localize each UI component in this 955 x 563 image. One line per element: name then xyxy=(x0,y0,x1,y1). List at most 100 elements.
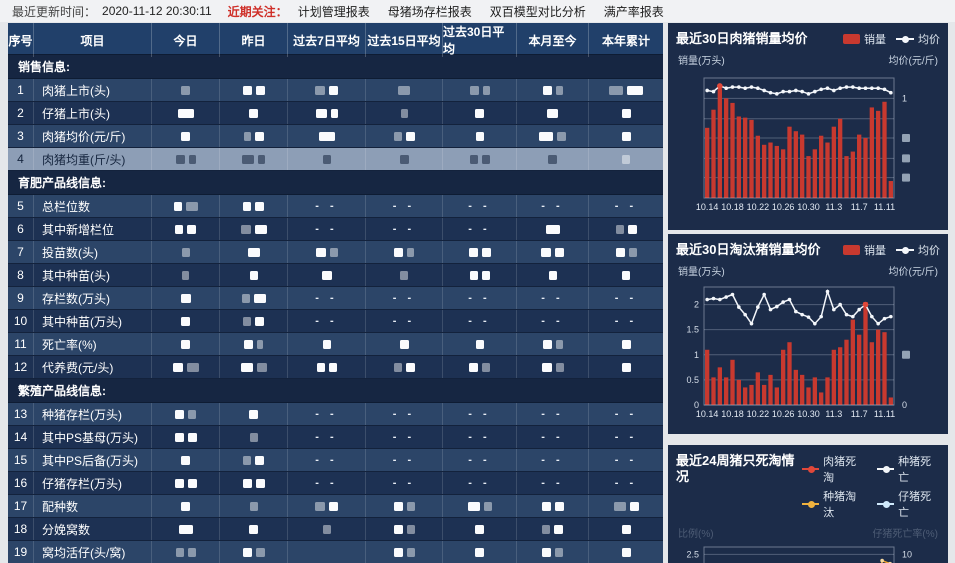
y-axis-right-label: 均价(元/斤) xyxy=(888,56,938,67)
table-row[interactable]: 14 其中PS基母(万头) - - - - - - - - - - xyxy=(8,426,663,449)
data-cell: - - xyxy=(517,195,589,217)
svg-text:11.3: 11.3 xyxy=(825,202,842,212)
legend-item[interactable]: 均价 xyxy=(896,31,940,47)
data-cell xyxy=(589,79,663,101)
table-row[interactable]: 2 仔猪上市(头) xyxy=(8,102,663,125)
empty-value-dash: - - xyxy=(541,477,564,489)
report-link[interactable]: 双百模型对比分析 xyxy=(489,4,586,19)
report-link[interactable]: 母猪场存栏报表 xyxy=(387,4,472,19)
redacted-value-block xyxy=(609,85,623,95)
data-cell xyxy=(517,495,589,517)
table-row[interactable]: 13 种猪存栏(万头) - - - - - - - - - - xyxy=(8,403,663,426)
table-row[interactable]: 16 仔猪存栏(万头) - - - - - - - - - - xyxy=(8,472,663,495)
legend-item[interactable]: 种猪死亡 xyxy=(877,453,940,485)
empty-value-dash: - - xyxy=(315,408,338,420)
redacted-value-block xyxy=(627,224,637,234)
section-row: 育肥产品线信息: xyxy=(8,171,663,195)
data-cell xyxy=(589,495,663,517)
redacted-value-block xyxy=(406,547,415,557)
data-cell: - - xyxy=(288,472,366,494)
redacted-value-block xyxy=(172,362,183,372)
row-label: 分娩窝数 xyxy=(34,518,152,540)
table-row[interactable]: 18 分娩窝数 xyxy=(8,518,663,541)
updated-time-label: 最近更新时间： xyxy=(12,4,97,19)
redacted-value-block xyxy=(399,154,409,164)
table-row[interactable]: 1 肉猪上市(头) xyxy=(8,79,663,102)
table-row[interactable]: 19 窝均活仔(头/窝) xyxy=(8,541,663,563)
redacted-value-block xyxy=(249,524,258,534)
svg-text:2: 2 xyxy=(694,300,699,310)
report-link[interactable]: 满产率报表 xyxy=(603,4,664,19)
redacted-value-block xyxy=(180,293,191,303)
table-row[interactable]: 7 投苗数(头) xyxy=(8,241,663,264)
row-label: 其中新增栏位 xyxy=(34,218,152,240)
empty-value-dash: - - xyxy=(315,454,338,466)
data-cell: - - xyxy=(443,218,517,240)
redacted-value-block xyxy=(188,154,196,164)
redacted-value-block xyxy=(322,524,331,534)
table-row[interactable]: 9 存栏数(万头) - - - - - - - - - - xyxy=(8,287,663,310)
table-row[interactable]: 10 其中种苗(万头) - - - - - - - - - - xyxy=(8,310,663,333)
legend-item[interactable]: 均价 xyxy=(896,242,940,258)
table-row[interactable]: 15 其中PS后备(万头) - - - - - - - - - - xyxy=(8,449,663,472)
report-link[interactable]: 计划管理报表 xyxy=(297,4,370,19)
redacted-value-block xyxy=(187,224,196,234)
column-header: 昨日 xyxy=(220,23,288,57)
empty-value-dash: - - xyxy=(468,431,491,443)
table-row[interactable]: 5 总栏位数 - - - - - - - - - - xyxy=(8,195,663,218)
redacted-value-block xyxy=(555,247,564,257)
data-cell xyxy=(443,333,517,355)
table-row[interactable]: 6 其中新增栏位 - - - - - - xyxy=(8,218,663,241)
row-label: 仔猪上市(头) xyxy=(34,102,152,124)
redacted-value-block xyxy=(255,547,265,557)
svg-text:11.11: 11.11 xyxy=(874,409,895,419)
table-row[interactable]: 8 其中种苗(头) xyxy=(8,264,663,287)
row-number: 17 xyxy=(8,495,34,517)
redacted-value-block xyxy=(539,131,553,141)
legend-item[interactable]: 种猪淘汰 xyxy=(802,488,865,520)
table-row[interactable]: 12 代养费(元/头) xyxy=(8,356,663,379)
topbar: 最近更新时间： 2020-11-12 20:30:11 近期关注： 计划管理报表… xyxy=(0,0,955,22)
y-axis-right-label: 仔猪死亡率(%) xyxy=(872,529,938,540)
empty-value-dash: - - xyxy=(468,223,491,235)
table-row[interactable]: 3 肉猪均价(元/斤) xyxy=(8,125,663,148)
empty-value-dash: - - xyxy=(315,431,338,443)
data-cell xyxy=(220,310,288,332)
chart-legend: 销量 均价 xyxy=(843,242,940,258)
legend-item[interactable]: 销量 xyxy=(843,31,886,47)
redacted-value-block xyxy=(622,154,630,164)
redacted-value-block xyxy=(256,362,267,372)
legend-item[interactable]: 仔猪死亡 xyxy=(877,488,940,520)
legend-item[interactable]: 销量 xyxy=(843,242,886,258)
legend-item[interactable]: 肉猪死淘 xyxy=(802,453,865,485)
data-cell xyxy=(517,102,589,124)
empty-value-dash: - - xyxy=(614,200,638,212)
data-cell xyxy=(152,403,220,425)
redacted-value-block xyxy=(315,247,326,257)
empty-value-dash: - - xyxy=(392,315,416,327)
redacted-value-block xyxy=(627,85,643,95)
row-number: 6 xyxy=(8,218,34,240)
data-cell: - - xyxy=(589,449,663,471)
redacted-value-block xyxy=(254,224,267,234)
row-label: 种猪存栏(万头) xyxy=(34,403,152,425)
legend-line-marker xyxy=(802,465,820,474)
data-cell xyxy=(220,287,288,309)
column-header: 过去15日平均 xyxy=(366,23,443,57)
data-cell: - - xyxy=(366,449,443,471)
table-row[interactable]: 11 死亡率(%) xyxy=(8,333,663,356)
updated-time-value: 2020-11-12 20:30:11 xyxy=(102,4,212,18)
redacted-value-block xyxy=(555,339,563,349)
table-row[interactable]: 17 配种数 xyxy=(8,495,663,518)
table-row[interactable]: 4 肉猪均重(斤/头) xyxy=(8,148,663,171)
redacted-value-block xyxy=(406,501,415,511)
axis-labels: 销量(万头) 均价(元/斤) xyxy=(678,52,938,67)
data-cell: - - xyxy=(366,472,443,494)
data-cell xyxy=(220,125,288,147)
data-cell xyxy=(517,125,589,147)
chart-card-cull-sales-price: 最近30日淘汰猪销量均价 销量 均价 销量(万头) 均价(元/斤) 2 1.5 1 0.… xyxy=(668,234,948,434)
column-header: 项目 xyxy=(34,23,152,57)
data-cell xyxy=(443,148,517,170)
redacted-value-block xyxy=(241,293,250,303)
table-body: 销售信息: 1 肉猪上市(头) 2 仔猪上市(头) 3 肉猪均价(元/斤) 4 肉猪均重(斤/头… xyxy=(8,55,663,563)
